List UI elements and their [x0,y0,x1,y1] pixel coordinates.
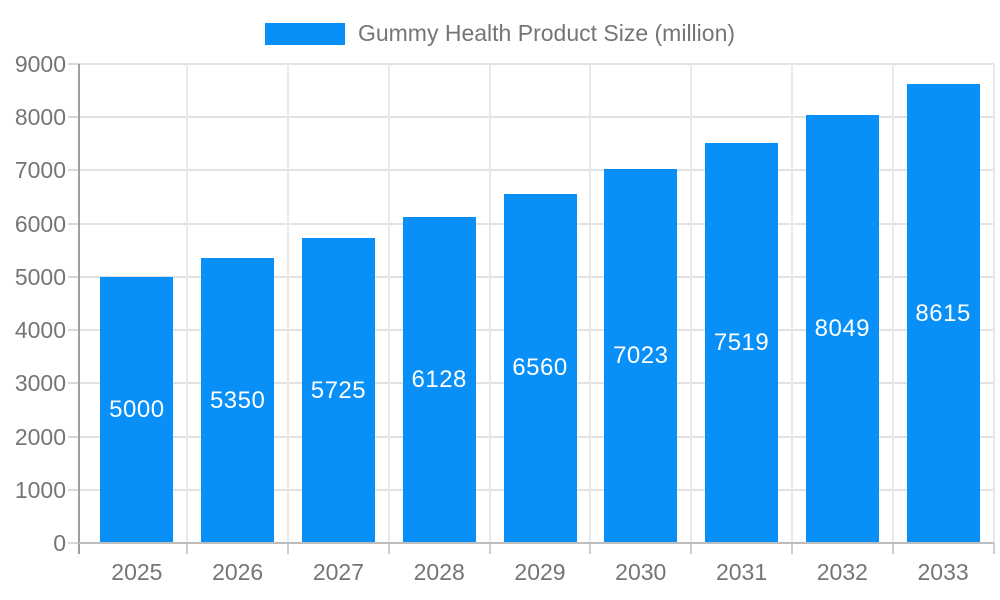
gridline-horizontal [79,169,994,172]
gridline-horizontal [79,116,994,119]
x-axis-tick-label: 2026 [212,559,264,585]
bar-2032[interactable]: 8049 [805,114,879,543]
chart-legend: Gummy Health Product Size (million) [0,0,1000,47]
bar-2027[interactable]: 5725 [301,238,375,543]
y-axis-tick-label: 7000 [14,157,66,184]
x-axis-tick [488,543,491,554]
x-axis-tick [690,543,693,554]
y-axis-tick-label: 8000 [14,104,66,131]
x-axis-tick-label: 2028 [413,559,465,585]
gridline-vertical [186,64,189,543]
bar-value-label: 5725 [310,376,367,404]
gridline-vertical [387,64,390,543]
gridline-horizontal [79,63,994,65]
gridline-vertical [589,64,592,543]
y-axis-tick-label: 9000 [14,51,66,77]
x-axis-line [79,542,994,544]
gridline-vertical [992,64,995,543]
y-axis-tick [68,435,79,438]
bar-value-label: 8049 [814,314,871,342]
x-axis-tick-label: 2033 [917,559,969,585]
y-axis-tick [68,63,79,65]
bar-value-label: 7023 [613,342,669,370]
y-axis-tick-label: 0 [53,530,66,556]
gridline-vertical [488,64,491,543]
legend-swatch [264,22,345,45]
x-axis-tick [790,543,793,554]
bar-2025[interactable]: 5000 [100,276,174,543]
bar-2026[interactable]: 5350 [201,258,275,543]
x-axis-tick-label: 2030 [615,559,667,585]
x-axis-tick [891,543,894,554]
y-axis-tick-label: 1000 [14,476,66,503]
bar-value-label: 6560 [512,354,568,382]
bar-2031[interactable]: 7519 [705,142,779,543]
y-axis-tick [68,542,79,544]
x-axis-tick [992,543,995,554]
y-axis-tick [68,116,79,119]
bar-2033[interactable]: 8615 [906,84,980,543]
y-axis-tick [68,222,79,225]
x-axis-tick-label: 2032 [816,559,868,585]
x-axis-tick-label: 2031 [715,559,768,585]
y-axis-tick-label: 6000 [14,210,66,237]
x-axis-tick [287,543,290,554]
x-axis-tick [387,543,390,554]
x-axis-tick [186,543,189,554]
x-axis-tick [589,543,592,554]
gridline-vertical [790,64,793,543]
bar-value-label: 5350 [209,386,266,414]
bar-2030[interactable]: 7023 [604,169,678,543]
y-axis-tick-label: 4000 [14,317,66,344]
gridline-vertical [891,64,894,543]
legend-label: Gummy Health Product Size (million) [357,20,736,46]
y-axis-tick [68,488,79,491]
bar-value-label: 5000 [109,395,165,423]
x-axis-tick-label: 2025 [111,559,163,585]
y-axis-tick-label: 3000 [14,370,66,397]
legend-item[interactable]: Gummy Health Product Size (million) [264,20,736,47]
bar-2029[interactable]: 6560 [503,193,577,543]
bar-value-label: 7519 [713,328,770,356]
y-axis-line [78,64,80,554]
gridline-vertical [690,64,693,543]
gridline-vertical [287,64,290,543]
x-axis-tick-label: 2029 [514,559,566,585]
y-axis-tick-label: 2000 [14,423,66,450]
y-axis-tick [68,329,79,332]
y-axis-tick-label: 5000 [14,263,66,290]
y-axis-tick [68,382,79,385]
bar-2028[interactable]: 6128 [402,216,476,543]
bar-value-label: 8615 [915,299,971,327]
bar-value-label: 6128 [411,365,467,393]
x-axis-tick-label: 2027 [312,559,365,585]
y-axis-tick [68,275,79,278]
y-axis-tick [68,169,79,172]
